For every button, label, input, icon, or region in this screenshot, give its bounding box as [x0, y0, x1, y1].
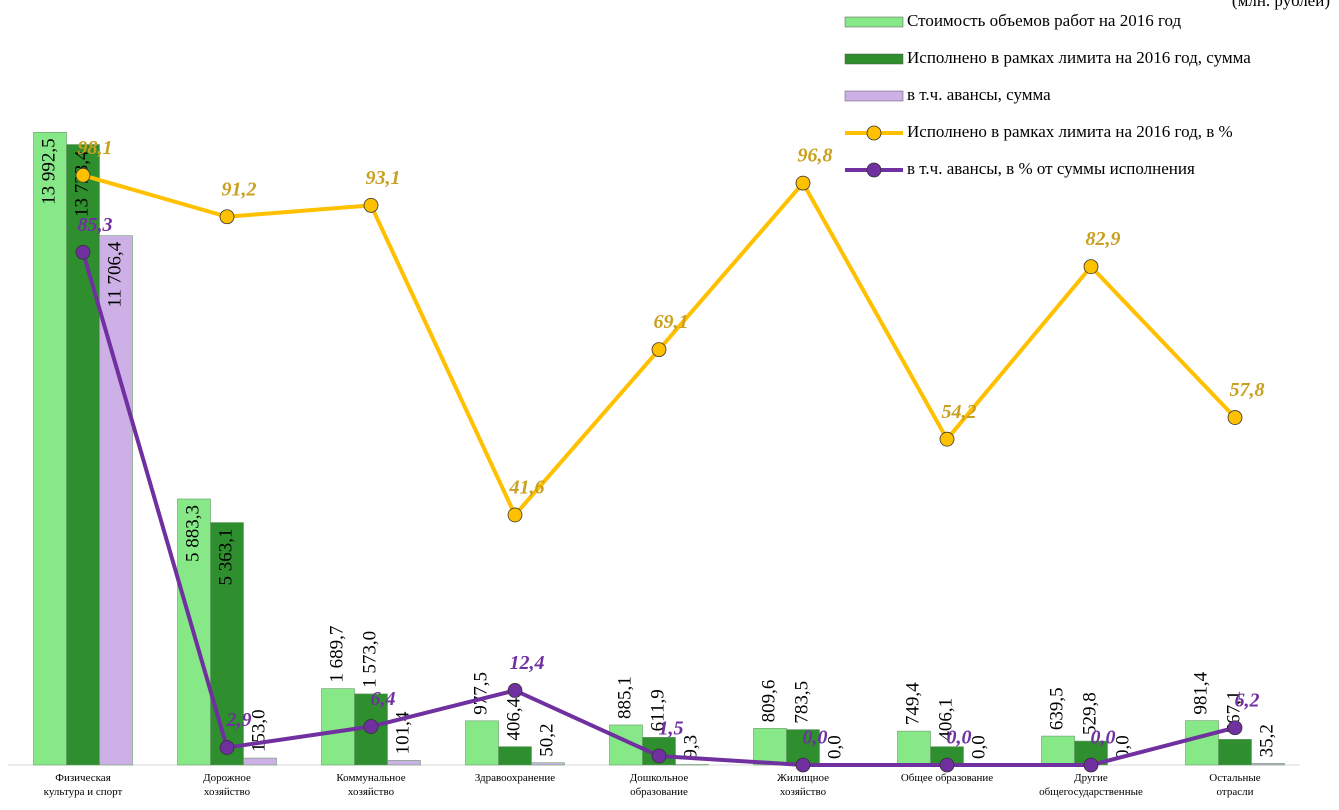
- legend-swatch: [845, 54, 903, 64]
- bar: [466, 721, 499, 765]
- line-value-label: 85,3: [78, 214, 113, 236]
- bar: [322, 689, 355, 765]
- line-marker: [364, 720, 378, 734]
- line-value-label: 91,2: [222, 178, 257, 200]
- legend-label: в т.ч. авансы, в % от суммы исполнения: [907, 159, 1195, 178]
- line-value-label: 41,6: [509, 477, 545, 499]
- bar-value-label: 0,0: [824, 735, 845, 759]
- bar: [898, 731, 931, 765]
- line-marker: [652, 749, 666, 763]
- line-value-label: 12,4: [510, 652, 545, 674]
- legend-label: Исполнено в рамках лимита на 2016 год, в…: [907, 122, 1233, 141]
- line-marker: [220, 210, 234, 224]
- line-marker: [940, 432, 954, 446]
- bar-value-label: 749,4: [902, 682, 923, 725]
- bar-value-label: 977,5: [470, 672, 491, 715]
- line-value-label: 0,0: [803, 727, 828, 749]
- line-value-label: 82,9: [1086, 228, 1121, 250]
- bar-value-label: 50,2: [536, 723, 557, 756]
- legend-swatch: [845, 91, 903, 101]
- bar-value-label: 639,5: [1046, 687, 1067, 730]
- bar-value-label: 809,6: [758, 680, 779, 723]
- bar-value-label: 406,4: [503, 697, 524, 740]
- bar-value-label: 981,4: [1190, 671, 1211, 714]
- line-marker: [1084, 260, 1098, 274]
- line-value-label: 98,1: [78, 137, 113, 159]
- bar: [754, 728, 787, 765]
- line-value-label: 2,9: [226, 709, 252, 731]
- bar-value-label: 783,5: [791, 681, 812, 724]
- bar: [499, 747, 532, 765]
- line-value-label: 0,0: [1091, 727, 1116, 749]
- bar: [1252, 763, 1285, 765]
- legend-label: Стоимость объемов работ на 2016 год: [907, 11, 1182, 30]
- legend-swatch: [867, 163, 881, 177]
- bar-value-label: 1 689,7: [326, 626, 347, 683]
- bar-value-label: 9,3: [680, 735, 701, 759]
- line-value-label: 54,2: [942, 401, 977, 423]
- bar: [532, 763, 565, 765]
- bar-value-label: 885,1: [614, 676, 635, 719]
- line-marker: [508, 683, 522, 697]
- line-marker: [1084, 758, 1098, 772]
- line-marker: [1228, 411, 1242, 425]
- line-marker: [652, 343, 666, 357]
- bar: [1042, 736, 1075, 765]
- x-tick-label: Здравоохранение: [475, 772, 555, 784]
- bar: [1186, 721, 1219, 765]
- line-marker: [940, 758, 954, 772]
- line-marker: [220, 741, 234, 755]
- bar-value-label: 1 573,0: [359, 631, 380, 688]
- line-marker: [76, 168, 90, 182]
- line-marker: [796, 176, 810, 190]
- line-marker: [76, 245, 90, 259]
- line-value-label: 1,5: [659, 718, 684, 740]
- bar: [34, 132, 67, 765]
- line-value-label: 6,4: [371, 688, 396, 710]
- bar: [1219, 739, 1252, 765]
- line-value-label: 96,8: [798, 145, 833, 167]
- bar-value-label: 13 992,5: [38, 138, 59, 205]
- legend-label: Исполнено в рамках лимита на 2016 год, с…: [907, 48, 1251, 67]
- legend-label: в т.ч. авансы, сумма: [907, 85, 1051, 104]
- line-marker: [796, 758, 810, 772]
- line-value-label: 69,1: [654, 311, 689, 333]
- bar-value-label: 11 706,4: [104, 241, 125, 307]
- unit-label: (млн. рублей): [1232, 0, 1330, 10]
- line-value-label: 6,2: [1235, 689, 1260, 711]
- line-marker: [508, 508, 522, 522]
- bar: [100, 236, 133, 765]
- bar-value-label: 13 723,4: [71, 150, 92, 217]
- line-value-label: 57,8: [1230, 379, 1265, 401]
- line-value-label: 93,1: [366, 167, 401, 189]
- bar: [67, 145, 100, 765]
- line-marker: [364, 198, 378, 212]
- line-value-label: 0,0: [947, 727, 972, 749]
- bar-value-label: 5 363,1: [215, 529, 236, 586]
- legend-swatch: [867, 126, 881, 140]
- bar: [388, 760, 421, 765]
- line-marker: [1228, 721, 1242, 735]
- x-tick-label: Общее образование: [901, 772, 993, 784]
- bar: [244, 758, 277, 765]
- bar-value-label: 5 883,3: [182, 505, 203, 562]
- bar-value-label: 0,0: [968, 735, 989, 759]
- legend-swatch: [845, 17, 903, 27]
- bar-value-label: 35,2: [1256, 724, 1277, 757]
